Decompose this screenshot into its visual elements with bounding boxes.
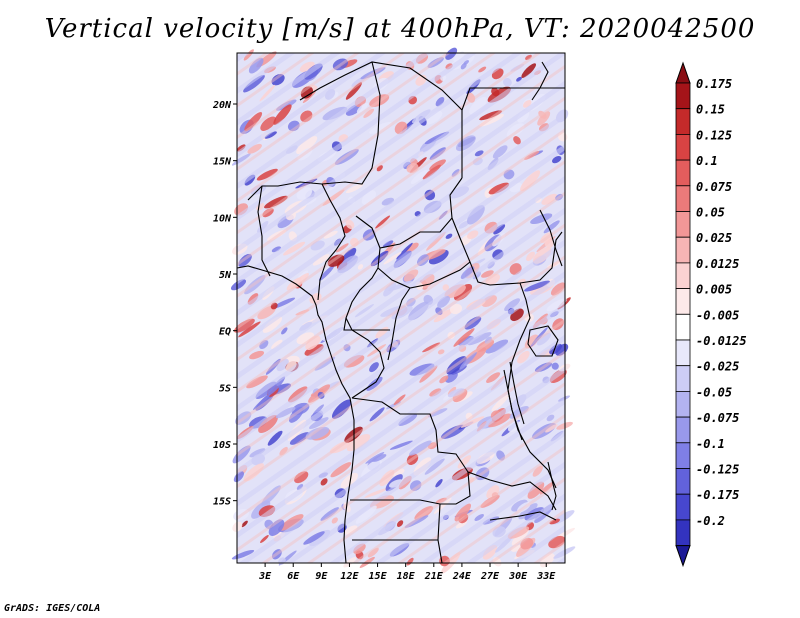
lon-tick-label: 6E	[287, 571, 300, 582]
field-texture	[237, 53, 565, 563]
colorbar-swatch	[675, 442, 691, 469]
plot-title: Vertical velocity [m/s] at 400hPa, VT: 2…	[44, 14, 756, 44]
colorbar-label: 0.175	[696, 77, 732, 91]
colorbar-label: -0.005	[696, 308, 739, 322]
colorbar-swatch	[675, 82, 691, 110]
colorbar-label: -0.025	[696, 360, 739, 374]
lon-tick-label: 15E	[369, 571, 388, 582]
colorbar-label: 0.075	[696, 180, 732, 194]
lat-tick-label: 10S	[213, 440, 231, 451]
colorbar-swatch	[675, 211, 691, 238]
map-frame	[236, 52, 566, 564]
border-ethiopia	[539, 209, 563, 267]
colorbar-swatch	[675, 365, 691, 392]
colorbar-label: 0.15	[696, 103, 725, 117]
latitude-axis: 20N 15N 10N 5N EQ 5S 10S 15S	[212, 100, 237, 508]
footer-credit: GrADS: IGES/COLA	[4, 603, 101, 614]
colorbar-label: 0.125	[696, 128, 732, 142]
lat-tick-label: 5S	[219, 383, 231, 394]
longitude-axis: 3E 6E 9E 12E 15E 18E 21E 24E 27E 30E 33E	[258, 563, 556, 582]
red-sea-coast	[531, 61, 549, 101]
map-panel: 20N 15N 10N 5N EQ 5S 10S 15S 3E 6E 9E 12E 15E 18E 21E…	[212, 47, 576, 582]
colorbar-label: 0.1	[696, 154, 718, 168]
border-angola	[350, 397, 471, 505]
colorbar-label: -0.1	[696, 437, 725, 451]
colorbar-top-arrow	[675, 61, 691, 84]
colorbar-swatch	[675, 108, 691, 135]
colorbar-swatch	[675, 133, 691, 161]
lon-tick-label: 33E	[536, 571, 556, 582]
lake-victoria	[527, 325, 559, 357]
lat-tick-label: 15N	[213, 157, 232, 168]
colorbar-label: -0.125	[696, 463, 739, 477]
colorbar-swatch	[675, 519, 691, 547]
lat-tick-label: 10N	[213, 213, 232, 224]
lon-tick-label: 27E	[480, 571, 500, 582]
lon-tick-label: 30E	[508, 571, 528, 582]
country-borders	[236, 61, 565, 564]
lon-tick-label: 3E	[258, 571, 272, 582]
colorbar-label: -0.175	[696, 488, 739, 502]
border-car	[377, 217, 471, 289]
border-libya-egypt	[461, 87, 565, 111]
colorbar-swatch	[675, 339, 691, 367]
colorbar-swatch	[675, 236, 691, 264]
colorbar-swatch	[675, 493, 691, 521]
colorbar-swatch	[675, 468, 691, 495]
lat-tick-label: 15S	[213, 497, 231, 508]
colorbar-label: -0.0125	[696, 334, 747, 348]
lon-tick-label: 24E	[452, 571, 472, 582]
lake-tanganyika	[503, 361, 525, 441]
colorbar-label: 0.025	[696, 231, 732, 245]
border-nigeria	[257, 183, 346, 301]
colorbar-swatch	[675, 159, 691, 187]
colorbar: 0.175 0.15 0.125 0.1 0.075 0.05 0.025 0.0125 0.0…	[675, 61, 747, 568]
lon-tick-label: 12E	[340, 571, 359, 582]
colorbar-swatch	[675, 390, 691, 418]
colorbar-label: 0.0125	[696, 257, 739, 271]
lat-tick-label: EQ	[219, 327, 231, 338]
border-chad-sudan	[449, 177, 563, 286]
colorbar-label: 0.05	[696, 206, 725, 220]
border-niger-chad	[247, 61, 381, 201]
colorbar-label: -0.05	[696, 385, 732, 399]
lon-tick-label: 18E	[397, 571, 416, 582]
border-congo	[345, 287, 411, 399]
border-sahara	[299, 61, 463, 178]
colorbar-bottom-arrow	[675, 545, 691, 568]
colorbar-swatch	[675, 185, 691, 212]
colorbar-label: -0.075	[696, 411, 739, 425]
colorbar-swatch	[675, 416, 691, 444]
lon-tick-label: 21E	[424, 571, 444, 582]
colorbar-label: -0.2	[696, 514, 725, 528]
border-cameroon	[343, 215, 390, 331]
colorbar-label: 0.005	[696, 283, 732, 297]
coastline-west	[236, 265, 355, 564]
colorbar-swatch	[675, 313, 691, 341]
lake-malawi	[547, 461, 557, 511]
lat-tick-label: 20N	[212, 100, 232, 111]
colorbar-swatch	[675, 262, 691, 289]
lat-tick-label: 5N	[219, 270, 232, 281]
lon-tick-label: 9E	[315, 571, 328, 582]
border-south	[352, 511, 557, 541]
colorbar-swatch	[675, 288, 691, 315]
